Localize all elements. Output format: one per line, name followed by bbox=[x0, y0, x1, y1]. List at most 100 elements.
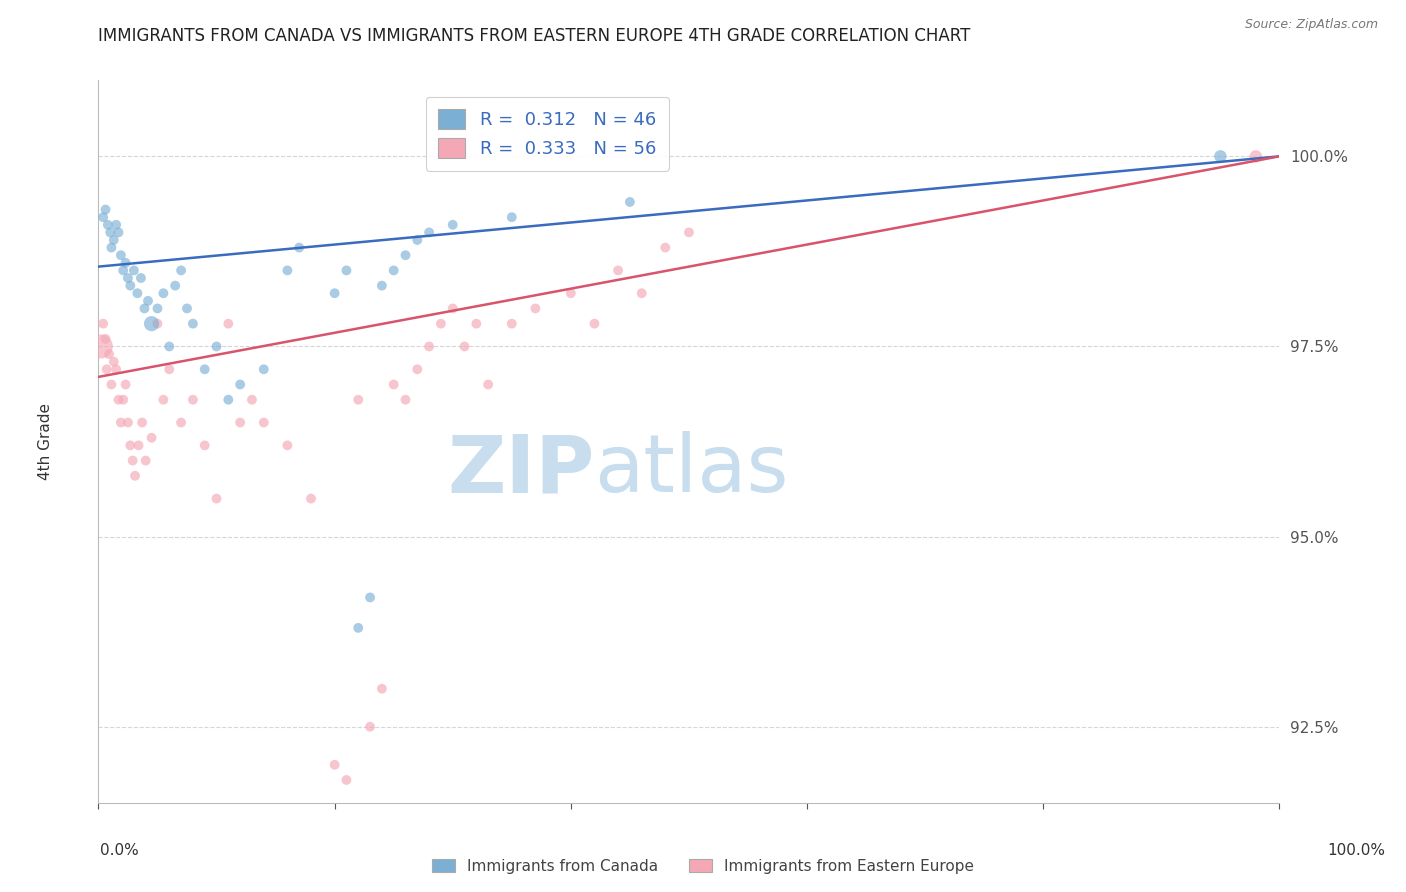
Point bbox=[128, 438, 150, 452]
Point bbox=[170, 416, 193, 430]
Point bbox=[205, 339, 228, 353]
Point bbox=[194, 438, 217, 452]
Point bbox=[141, 431, 163, 445]
Point bbox=[406, 233, 429, 247]
Point bbox=[97, 218, 120, 232]
Point bbox=[335, 263, 357, 277]
Point bbox=[181, 392, 204, 407]
Point bbox=[176, 301, 198, 316]
Point bbox=[121, 453, 143, 467]
Point bbox=[90, 339, 112, 353]
Text: ZIP: ZIP bbox=[447, 432, 595, 509]
Point bbox=[135, 453, 157, 467]
Text: 4th Grade: 4th Grade bbox=[38, 403, 53, 480]
Point bbox=[441, 301, 464, 316]
Point bbox=[335, 772, 357, 787]
Point bbox=[371, 278, 394, 293]
Point bbox=[678, 226, 700, 240]
Point bbox=[430, 317, 453, 331]
Point bbox=[453, 339, 475, 353]
Point bbox=[114, 377, 136, 392]
Point bbox=[112, 263, 135, 277]
Point bbox=[347, 621, 370, 635]
Point bbox=[560, 286, 582, 301]
Point bbox=[117, 271, 139, 285]
Point bbox=[100, 377, 122, 392]
Point bbox=[394, 248, 416, 262]
Point bbox=[94, 202, 117, 217]
Point bbox=[152, 392, 174, 407]
Point bbox=[107, 226, 129, 240]
Point bbox=[382, 263, 405, 277]
Point bbox=[359, 591, 381, 605]
Point bbox=[107, 392, 129, 407]
Point bbox=[654, 241, 676, 255]
Point bbox=[323, 757, 346, 772]
Point bbox=[418, 226, 440, 240]
Point bbox=[136, 293, 159, 308]
Point bbox=[122, 263, 145, 277]
Point bbox=[165, 278, 187, 293]
Point bbox=[127, 286, 149, 301]
Legend: R =  0.312   N = 46, R =  0.333   N = 56: R = 0.312 N = 46, R = 0.333 N = 56 bbox=[426, 96, 669, 170]
Point bbox=[141, 317, 163, 331]
Text: 0.0%: 0.0% bbox=[100, 843, 139, 858]
Point bbox=[100, 241, 122, 255]
Point bbox=[103, 354, 125, 368]
Point bbox=[103, 233, 125, 247]
Point bbox=[94, 332, 117, 346]
Point bbox=[217, 392, 239, 407]
Point bbox=[117, 416, 139, 430]
Point bbox=[394, 392, 416, 407]
Point bbox=[607, 263, 630, 277]
Point bbox=[96, 362, 118, 376]
Point bbox=[170, 263, 193, 277]
Point bbox=[1209, 149, 1232, 163]
Point bbox=[124, 468, 146, 483]
Legend: Immigrants from Canada, Immigrants from Eastern Europe: Immigrants from Canada, Immigrants from … bbox=[426, 853, 980, 880]
Point bbox=[129, 271, 152, 285]
Point bbox=[194, 362, 217, 376]
Point bbox=[120, 278, 142, 293]
Point bbox=[1244, 149, 1267, 163]
Point bbox=[501, 317, 523, 331]
Point bbox=[105, 362, 128, 376]
Point bbox=[217, 317, 239, 331]
Point bbox=[299, 491, 322, 506]
Point bbox=[205, 491, 228, 506]
Point bbox=[146, 317, 169, 331]
Point bbox=[91, 317, 114, 331]
Point bbox=[619, 194, 641, 209]
Point bbox=[630, 286, 652, 301]
Point bbox=[477, 377, 499, 392]
Text: IMMIGRANTS FROM CANADA VS IMMIGRANTS FROM EASTERN EUROPE 4TH GRADE CORRELATION C: IMMIGRANTS FROM CANADA VS IMMIGRANTS FRO… bbox=[98, 27, 970, 45]
Point bbox=[98, 226, 121, 240]
Point bbox=[253, 362, 276, 376]
Point bbox=[146, 301, 169, 316]
Point bbox=[276, 263, 298, 277]
Point bbox=[229, 377, 252, 392]
Text: atlas: atlas bbox=[595, 432, 789, 509]
Point bbox=[347, 392, 370, 407]
Point bbox=[112, 392, 135, 407]
Point bbox=[382, 377, 405, 392]
Point bbox=[240, 392, 263, 407]
Point bbox=[157, 362, 180, 376]
Text: Source: ZipAtlas.com: Source: ZipAtlas.com bbox=[1244, 18, 1378, 31]
Point bbox=[583, 317, 606, 331]
Point bbox=[441, 218, 464, 232]
Point bbox=[359, 720, 381, 734]
Point bbox=[288, 241, 311, 255]
Point bbox=[276, 438, 298, 452]
Point bbox=[501, 210, 523, 224]
Point bbox=[134, 301, 156, 316]
Text: 100.0%: 100.0% bbox=[1327, 843, 1386, 858]
Point bbox=[157, 339, 180, 353]
Point bbox=[131, 416, 153, 430]
Point bbox=[98, 347, 121, 361]
Point bbox=[114, 256, 136, 270]
Point bbox=[323, 286, 346, 301]
Point bbox=[465, 317, 488, 331]
Point bbox=[371, 681, 394, 696]
Point bbox=[524, 301, 547, 316]
